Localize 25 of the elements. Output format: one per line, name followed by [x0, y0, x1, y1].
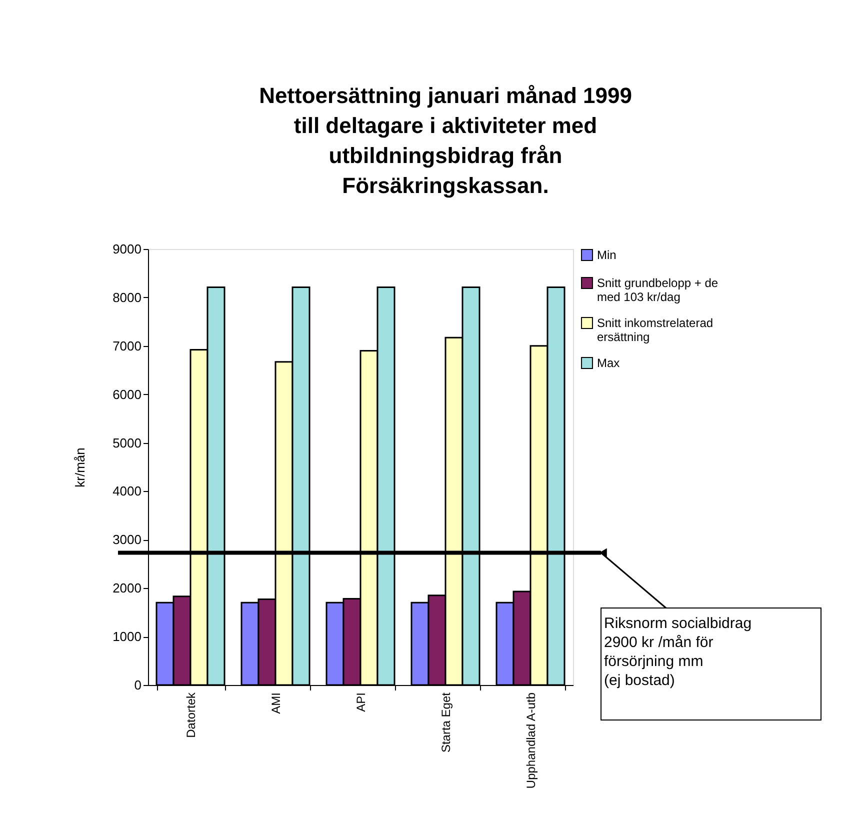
x-tick-label: Starta Eget — [439, 692, 453, 753]
legend-label: Min — [597, 248, 616, 262]
legend-label: Snitt inkomstrelaterad ersättning — [597, 316, 714, 344]
text: Nettoersättning januari månad 1999 — [259, 83, 632, 108]
y-tick-label: 3000 — [112, 532, 142, 548]
x-tick-label: Datortek — [184, 692, 198, 738]
y-tick-label: 9000 — [112, 242, 142, 256]
y-tick-label: 4000 — [112, 484, 142, 499]
ref-line-label: Riksnorm socialbidrag 2900 kr /mån för försörjning mm (ej bostad) — [604, 615, 752, 689]
x-tick-label: Upphandlad A-utb — [524, 692, 538, 789]
y-tick-label: 6000 — [112, 386, 142, 402]
y-axis-title: kr/mån — [72, 448, 88, 488]
y-tick-label: 8000 — [112, 290, 142, 305]
y-tick-label: 7000 — [112, 338, 142, 354]
y-tick-label: 2000 — [112, 580, 142, 596]
legend-label: Snitt grundbelopp + de med 103 kr/dag — [597, 276, 718, 304]
text: till deltagare i aktiviteter med — [294, 113, 598, 138]
text: Försäkringskassan. — [342, 173, 549, 198]
x-tick-label: API — [354, 692, 368, 712]
y-tick-label: 5000 — [112, 435, 142, 450]
y-tick-label: 1000 — [112, 629, 142, 644]
y-tick-label: 0 — [134, 678, 142, 692]
text: utbildningsbidrag från — [328, 143, 562, 168]
legend-label: Max — [597, 356, 620, 370]
x-tick-label: AMI — [269, 692, 283, 714]
